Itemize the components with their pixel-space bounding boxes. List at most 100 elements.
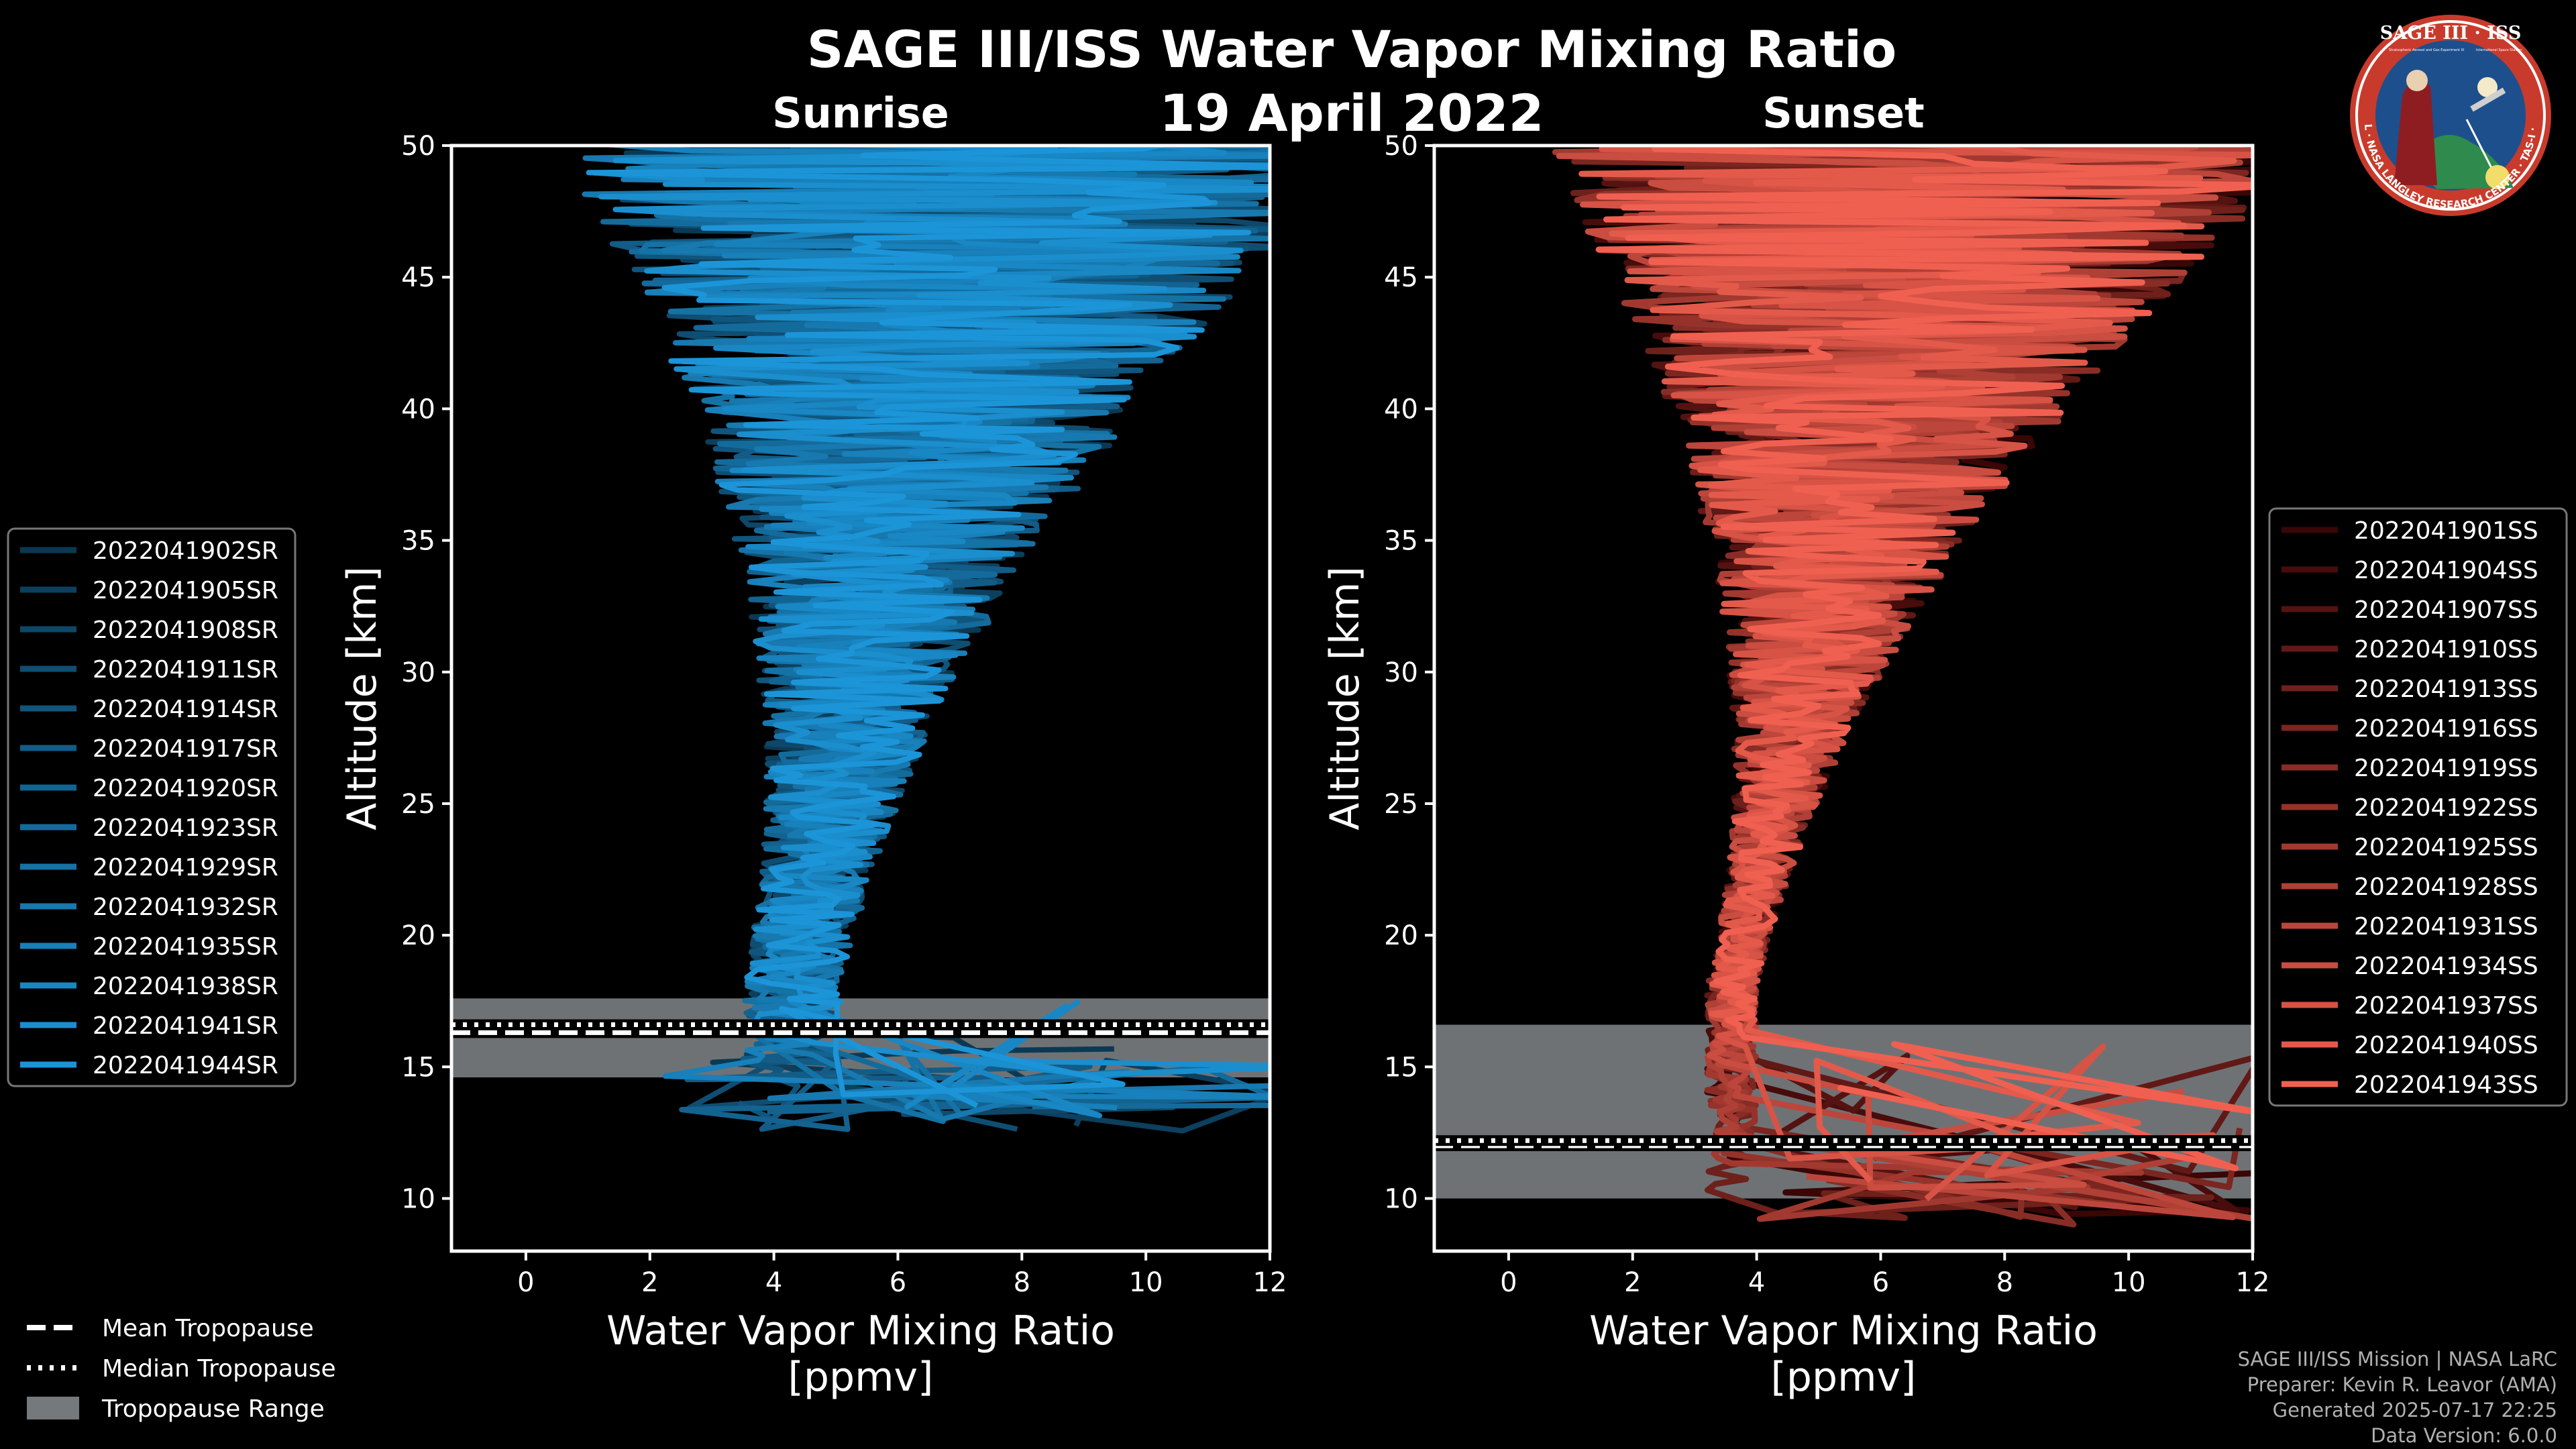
sunrise-ytick-label: 10 <box>401 1184 435 1215</box>
legend-label-2022041932SR: 2022041932SR <box>93 894 278 921</box>
mean-tropopause-label: Mean Tropopause <box>102 1315 314 1342</box>
sunset-plot-content <box>1434 146 2253 1228</box>
logo-beam <box>2465 119 2495 172</box>
sunset-ytick-label: 15 <box>1384 1052 1418 1083</box>
sunrise-ytick-label: 35 <box>401 526 435 557</box>
logo-figure-icon <box>2394 80 2437 185</box>
footer-version: Data Version: 6.0.0 <box>2371 1424 2557 1447</box>
legend-label-2022041931SS: 2022041931SS <box>2354 913 2538 941</box>
sunrise-plot-content <box>451 146 1270 1134</box>
sunset-panel: Sunset 0 2 4 6 8 10 12 10 15 20 25 30 35 40 45 50 Water V… <box>1322 89 2568 1401</box>
median-tropopause-label: Median Tropopause <box>102 1355 336 1383</box>
legend-label-2022041904SS: 2022041904SS <box>2354 557 2538 584</box>
series-line-2022041944SR <box>586 146 1270 1108</box>
sunset-ylabel: Altitude [km] <box>1322 566 1368 830</box>
logo-moon-icon <box>2477 77 2498 97</box>
sunset-subtitle: Sunset <box>1762 89 1925 138</box>
sunset-xtick-label: 4 <box>1748 1267 1765 1298</box>
sunrise-axes-frame <box>449 144 1272 1253</box>
sunset-ytick-label: 35 <box>1384 526 1418 557</box>
sunset-ytick-label: 45 <box>1384 262 1418 293</box>
sunset-ytick-label: 30 <box>1384 657 1418 688</box>
legend-label-2022041937SS: 2022041937SS <box>2354 992 2538 1020</box>
sunrise-ylabel: Altitude [km] <box>339 566 386 830</box>
legend-label-2022041907SS: 2022041907SS <box>2354 596 2538 624</box>
legend-label-2022041935SR: 2022041935SR <box>93 933 278 961</box>
legend-label-2022041925SS: 2022041925SS <box>2354 834 2538 861</box>
sunset-xtick-label: 12 <box>2236 1267 2270 1298</box>
sunset-ytick-label: 40 <box>1384 394 1418 425</box>
series-line-2022041940SS <box>1578 146 2237 1183</box>
footer-mission: SAGE III/ISS Mission | NASA LaRC <box>2238 1348 2557 1371</box>
sunset-xtick-label: 8 <box>1996 1267 2013 1298</box>
sunrise-subtitle: Sunrise <box>772 89 949 138</box>
sunrise-xtick-label: 6 <box>890 1267 906 1298</box>
chart-title: SAGE III/ISS Water Vapor Mixing Ratio <box>807 19 1897 79</box>
sunrise-xtick-label: 2 <box>641 1267 658 1298</box>
sunrise-xtick-label: 10 <box>1129 1267 1163 1298</box>
legend-label-2022041905SR: 2022041905SR <box>93 577 278 604</box>
legend-label-2022041913SS: 2022041913SS <box>2354 676 2538 703</box>
sunrise-ytick-label: 40 <box>401 394 435 425</box>
legend-label-2022041943SS: 2022041943SS <box>2354 1071 2538 1099</box>
legend-label-2022041908SR: 2022041908SR <box>93 616 278 644</box>
footer: SAGE III/ISS Mission | NASA LaRC Prepare… <box>2238 1348 2557 1447</box>
sunset-xlabel-line2: [ppmv] <box>1771 1354 1917 1401</box>
legend-label-2022041928SS: 2022041928SS <box>2354 873 2538 901</box>
legend-label-2022041902SR: 2022041902SR <box>93 537 278 565</box>
sunrise-xlabel-line1: Water Vapor Mixing Ratio <box>606 1307 1115 1354</box>
sunrise-xtick-label: 12 <box>1253 1267 1287 1298</box>
sunset-xtick-label: 0 <box>1500 1267 1517 1298</box>
sunset-series-legend: 2022041901SS 2022041904SS 2022041907SS 2022… <box>2268 507 2568 1107</box>
sunrise-series-legend: 2022041902SR 2022041905SR 2022041908SR 2022… <box>7 527 297 1087</box>
legend-label-2022041910SS: 2022041910SS <box>2354 636 2538 663</box>
sunrise-ytick-label: 30 <box>401 657 435 688</box>
sage-mission-logo: SAGE III · ISS Stratospheric Aerosol and… <box>2350 15 2551 216</box>
footer-preparer: Preparer: Kevin R. Leavor (AMA) <box>2247 1373 2557 1396</box>
series-line-2022041943SS <box>1595 146 2253 1171</box>
sunrise-ytick-label: 20 <box>401 920 435 951</box>
tropopause-range-swatch <box>27 1397 79 1419</box>
sunset-xtick-label: 10 <box>2112 1267 2146 1298</box>
sunset-xlabel-line1: Water Vapor Mixing Ratio <box>1589 1307 2098 1354</box>
sunrise-xtick-label: 8 <box>1014 1267 1030 1298</box>
legend-label-2022041940SS: 2022041940SS <box>2354 1032 2538 1059</box>
sunrise-ytick-label: 25 <box>401 789 435 820</box>
sunrise-panel: Sunrise 0 2 4 6 8 10 12 10 15 20 25 30 35 40 45 50 Water … <box>7 89 1287 1401</box>
sunset-ytick-label: 20 <box>1384 920 1418 951</box>
sunrise-ytick-label: 50 <box>401 131 435 162</box>
legend-label-2022041914SR: 2022041914SR <box>93 696 278 723</box>
legend-label-2022041922SS: 2022041922SS <box>2354 794 2538 822</box>
legend-label-2022041920SR: 2022041920SR <box>93 775 278 802</box>
sunrise-xtick-label: 4 <box>765 1267 782 1298</box>
sunset-xtick-label: 2 <box>1624 1267 1641 1298</box>
legend-label-2022041917SR: 2022041917SR <box>93 735 278 763</box>
sunrise-ytick-label: 45 <box>401 262 435 293</box>
sunrise-ytick-label: 15 <box>401 1052 435 1083</box>
tropopause-range-label: Tropopause Range <box>101 1395 325 1423</box>
logo-sun-icon <box>2485 165 2510 189</box>
legend-label-2022041941SR: 2022041941SR <box>93 1012 278 1040</box>
logo-ring-border <box>2355 20 2546 211</box>
sunset-legend-frame <box>2268 507 2568 1107</box>
legend-label-2022041944SR: 2022041944SR <box>93 1052 278 1079</box>
chart-date: 19 April 2022 <box>1159 83 1544 143</box>
sunrise-xlabel-line2: [ppmv] <box>788 1354 934 1401</box>
legend-label-2022041934SS: 2022041934SS <box>2354 953 2538 980</box>
logo-station-icon <box>2470 87 2506 112</box>
sunset-ytick-label: 25 <box>1384 789 1418 820</box>
legend-label-2022041938SR: 2022041938SR <box>93 973 278 1000</box>
sunrise-legend-frame <box>7 527 297 1087</box>
sunrise-xtick-label: 0 <box>517 1267 534 1298</box>
legend-label-2022041901SS: 2022041901SS <box>2354 517 2538 545</box>
legend-label-2022041919SS: 2022041919SS <box>2354 755 2538 782</box>
legend-label-2022041911SR: 2022041911SR <box>93 656 278 684</box>
logo-figure-head <box>2406 70 2428 91</box>
logo-sub-right: International Space Station <box>2476 48 2522 52</box>
sunset-ytick-label: 50 <box>1384 131 1418 162</box>
legend-label-2022041916SS: 2022041916SS <box>2354 715 2538 743</box>
logo-sub-left: Stratospheric Aerosol and Gas Experiment… <box>2389 48 2464 52</box>
sunset-ytick-label: 10 <box>1384 1184 1418 1215</box>
footer-generated: Generated 2025-07-17 22:25 <box>2273 1399 2557 1421</box>
